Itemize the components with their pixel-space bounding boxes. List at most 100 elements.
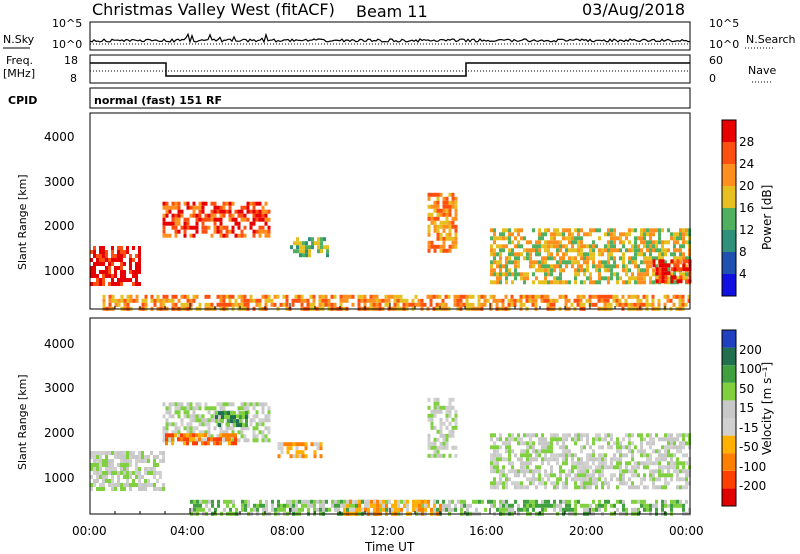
power-cell (213, 201, 217, 206)
power-cell (681, 302, 685, 307)
velocity-cell (229, 507, 232, 512)
power-cell (670, 236, 673, 241)
power-cell (679, 260, 682, 265)
velocity-cell (682, 469, 685, 474)
velocity-cell (610, 503, 613, 508)
power-cell (183, 221, 187, 226)
power-cell (454, 224, 458, 229)
velocity-cell (385, 507, 388, 512)
velocity-cell (222, 406, 226, 411)
power-cell (264, 233, 268, 238)
velocity-cell (607, 481, 610, 486)
power-cell (219, 294, 223, 299)
velocity-cell (198, 418, 202, 423)
velocity-cell (337, 499, 340, 504)
power-cell (616, 272, 619, 277)
power-cell (591, 294, 595, 299)
velocity-cell (535, 433, 538, 438)
velocity-cell (466, 503, 469, 508)
power-cell (502, 228, 505, 233)
power-cell (517, 260, 520, 265)
power-cell (296, 249, 299, 254)
velocity-cell (277, 442, 281, 447)
power-cell (240, 302, 244, 307)
velocity-cell (598, 469, 601, 474)
velocity-cell (196, 507, 199, 512)
velocity-cell (619, 481, 622, 486)
velocity-ytick-4000: 4000 (44, 337, 75, 351)
power-cell (99, 262, 102, 266)
velocity-cell (679, 469, 682, 474)
velocity-cell (586, 507, 589, 512)
power-cell (628, 268, 631, 273)
velocity-cell (316, 442, 320, 447)
velocity-cell (439, 453, 443, 458)
velocity-cell (616, 457, 619, 462)
velocity-cell (325, 499, 328, 504)
power-cell (198, 213, 202, 218)
velocity-cell (205, 503, 208, 508)
power-cell (198, 209, 202, 214)
power-cell (306, 302, 310, 307)
velocity-cell (222, 402, 226, 407)
velocity-cell (319, 499, 322, 504)
velocity-cell (183, 437, 186, 442)
power-cell (454, 236, 458, 241)
velocity-cell (295, 503, 298, 508)
power-cell (305, 249, 308, 254)
power-cell (433, 192, 437, 197)
power-cell (225, 229, 229, 234)
velocity-cell (370, 499, 373, 504)
velocity-cell (586, 461, 589, 466)
velocity-cell (682, 441, 685, 446)
power-cell (568, 248, 571, 253)
velocity-cell (233, 423, 236, 428)
velocity-cell (634, 473, 637, 478)
freq-tick-top: 18 (64, 54, 78, 67)
velocity-cell (646, 441, 649, 446)
power-cell (430, 212, 434, 217)
velocity-cell (661, 473, 664, 478)
power-cell (111, 278, 114, 282)
velocity-cell (334, 499, 337, 504)
power-cell (321, 302, 325, 307)
power-cell (661, 267, 665, 272)
velocity-cell (445, 409, 449, 414)
velocity-cell (499, 453, 502, 458)
velocity-cell (186, 441, 189, 446)
power-cell (574, 248, 577, 253)
power-cell (462, 294, 466, 299)
power-cell (357, 302, 361, 307)
power-cell (165, 201, 169, 206)
velocity-cell (490, 445, 493, 450)
velocity-ytick-1000: 1000 (44, 471, 75, 485)
velocity-cell (658, 457, 661, 462)
velocity-cell (252, 418, 256, 423)
velocity-cell (346, 507, 349, 512)
power-cell (565, 228, 568, 233)
power-cell (442, 240, 446, 245)
velocity-cell (529, 477, 532, 482)
velocity-cell (502, 485, 505, 490)
power-cell (610, 240, 613, 245)
power-cell (658, 275, 662, 280)
velocity-cell (243, 438, 247, 443)
velocity-cell (652, 441, 655, 446)
velocity-cell (439, 507, 442, 512)
nsky-label: N.Sky (3, 33, 35, 46)
velocity-cell (264, 426, 268, 431)
power-cell (93, 266, 96, 270)
power-cell (511, 240, 514, 245)
power-cell (225, 209, 229, 214)
velocity-cell (253, 503, 256, 508)
power-cell (240, 209, 244, 214)
velocity-cell (514, 437, 517, 442)
power-cell (646, 256, 649, 261)
power-cell (652, 244, 655, 249)
power-cell (177, 217, 181, 222)
velocity-cell (165, 433, 168, 438)
velocity-cell (583, 507, 586, 512)
power-cell (267, 294, 271, 299)
power-cell (302, 249, 305, 254)
power-cell (505, 276, 508, 281)
